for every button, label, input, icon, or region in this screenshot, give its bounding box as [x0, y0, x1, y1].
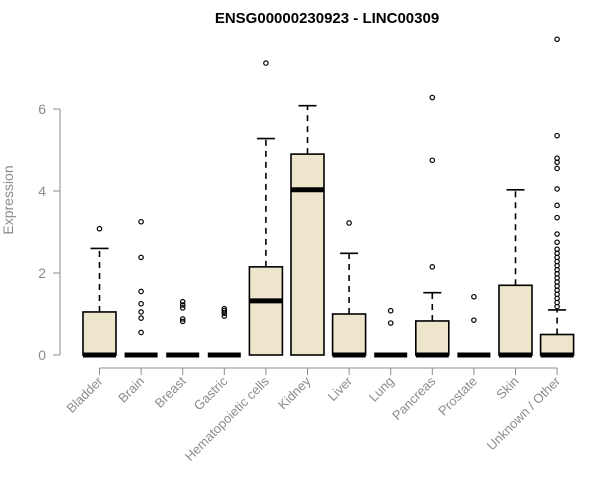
x-tick-label: Prostate — [435, 374, 480, 419]
outlier-point — [263, 60, 269, 66]
outlier-point — [471, 317, 477, 323]
x-tick-label: Pancreas — [389, 373, 439, 423]
outlier-point — [138, 315, 144, 321]
outlier-point — [429, 94, 436, 101]
outlier-point — [221, 307, 228, 314]
iqr-box — [498, 284, 533, 356]
outlier-point — [138, 309, 144, 315]
box-lung — [374, 307, 408, 358]
outlier-point — [221, 305, 228, 312]
outlier-point — [554, 132, 560, 139]
outlier-point — [179, 302, 186, 308]
outlier-point — [554, 239, 560, 246]
box-kidney — [290, 104, 325, 356]
iqr-box — [290, 153, 325, 356]
outlier-point — [554, 186, 560, 192]
x-tick-label: Brain — [115, 374, 147, 406]
outlier-point — [96, 225, 103, 232]
y-tick-label: 6 — [38, 101, 46, 117]
iqr-box — [248, 266, 284, 356]
outlier-point — [554, 165, 560, 172]
outlier-point — [471, 293, 477, 300]
outlier-point — [429, 157, 436, 164]
box-breast — [166, 298, 200, 358]
outlier-point — [387, 307, 394, 314]
x-tick-label: Unknown / Other — [484, 373, 564, 453]
outlier-point — [387, 320, 394, 326]
box-prostate — [457, 293, 491, 358]
outlier-point — [554, 246, 560, 253]
outlier-point — [179, 298, 186, 305]
chart-title: ENSG00000230923 - LINC00309 — [215, 10, 439, 27]
box-hematopoietic-cells — [248, 60, 284, 356]
outlier-point — [554, 231, 560, 237]
box-liver — [331, 220, 367, 358]
outlier-point — [138, 329, 144, 336]
outlier-point — [554, 155, 560, 162]
outlier-point — [179, 318, 186, 325]
box-pancreas — [414, 94, 450, 358]
y-tick-label: 0 — [38, 347, 46, 363]
outlier-point — [138, 218, 144, 225]
box-skin — [498, 188, 533, 358]
y-tick-label: 2 — [38, 265, 46, 281]
x-tick-label: Breast — [152, 373, 189, 410]
outlier-point — [554, 202, 560, 209]
y-axis: 0 2 4 6 — [38, 101, 61, 363]
outlier-point — [221, 313, 228, 319]
iqr-box — [331, 313, 367, 356]
box-bladder — [82, 225, 117, 358]
box-gastric — [207, 305, 241, 358]
outlier-point — [346, 220, 352, 226]
boxes-group — [82, 36, 575, 358]
outlier-point — [138, 300, 144, 307]
outlier-point — [138, 288, 144, 295]
outlier-point — [554, 214, 560, 221]
outlier-point — [554, 36, 560, 43]
x-tick-label: Gastric — [191, 373, 231, 413]
x-tick-label: Bladder — [63, 373, 106, 416]
iqr-box — [82, 311, 117, 356]
outlier-point — [429, 264, 436, 270]
outlier-point — [138, 254, 144, 261]
x-tick-label: Skin — [493, 374, 521, 402]
outlier-point — [179, 305, 186, 311]
box-brain — [124, 218, 158, 358]
y-tick-label: 4 — [38, 183, 46, 199]
y-axis-label: Expression — [0, 165, 16, 234]
iqr-box — [414, 320, 450, 356]
x-tick-label: Kidney — [275, 373, 314, 412]
x-tick-label: Liver — [325, 373, 356, 404]
outlier-point — [179, 316, 186, 322]
iqr-box — [539, 333, 575, 356]
x-tick-label: Lung — [366, 374, 397, 405]
box-unknown-other — [539, 36, 575, 358]
